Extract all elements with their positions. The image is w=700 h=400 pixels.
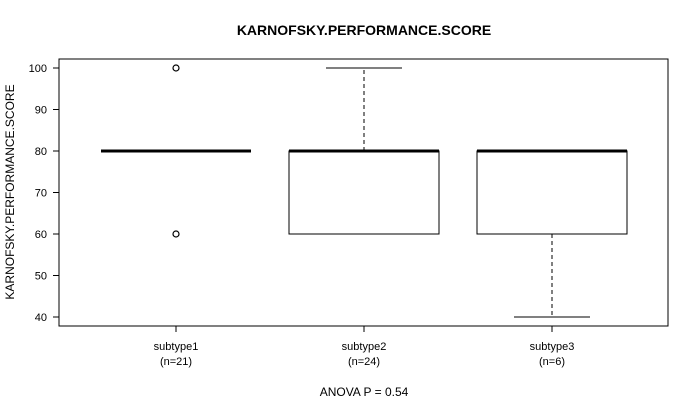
outlier-subtype1-1 [172,230,180,238]
outlier-subtype1-0 [172,64,180,72]
box-subtype2 [288,67,440,235]
box-iqr-subtype3 [476,150,628,235]
y-tick-label-40: 40 [35,312,47,324]
box-iqr-subtype2 [288,150,440,235]
boxes [101,64,628,318]
y-tick-label-50: 50 [35,271,47,283]
chart-title: KARNOFSKY.PERFORMANCE.SCORE [237,22,491,38]
y-tick-label-70: 70 [35,188,47,200]
y-tick-label-60: 60 [35,229,47,241]
x-axis-labels: subtype1 (n=21) subtype2 (n=24) subtype3 (n=6… [154,326,575,368]
x-count-subtype1: (n=21) [160,356,192,368]
x-label-subtype3: subtype3 [530,341,575,353]
y-tick-label-100: 100 [29,63,47,75]
y-axis-label: KARNOFSKY.PERFORMANCE.SCORE [3,84,17,299]
box-subtype3 [476,149,628,318]
box-subtype1 [101,64,251,238]
x-label-subtype2: subtype2 [342,341,387,353]
x-count-subtype2: (n=24) [348,356,380,368]
y-tick-label-80: 80 [35,146,47,158]
anova-footer: ANOVA P = 0.54 [320,385,409,399]
y-tick-label-90: 90 [35,105,47,117]
x-count-subtype3: (n=6) [539,356,565,368]
y-axis: 40 50 60 70 80 90 100 [29,63,60,324]
x-label-subtype1: subtype1 [154,341,199,353]
